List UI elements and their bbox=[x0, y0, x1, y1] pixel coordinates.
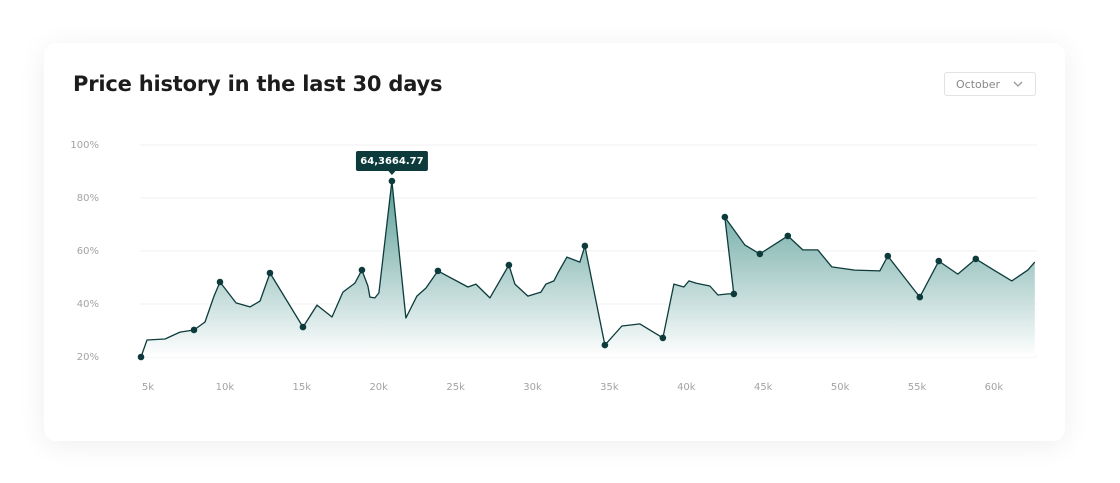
x-tick-label: 50k bbox=[831, 382, 850, 393]
data-point bbox=[190, 326, 198, 334]
data-point bbox=[137, 353, 145, 361]
tooltip-box bbox=[355, 151, 428, 172]
data-point bbox=[505, 261, 513, 269]
area-fill bbox=[141, 181, 1035, 357]
card: Price history in the last 30 days Octobe… bbox=[44, 43, 1065, 441]
tooltip-text: 64,3664.77 bbox=[360, 156, 423, 167]
x-tick-label: 40k bbox=[677, 382, 696, 393]
data-point bbox=[434, 267, 442, 275]
x-tick-label: 45k bbox=[754, 382, 773, 393]
data-point bbox=[972, 255, 980, 263]
x-tick-label: 20k bbox=[369, 382, 388, 393]
dropdown-label: October bbox=[956, 77, 1001, 91]
price-line bbox=[140, 180, 1036, 358]
y-tick-label: 100% bbox=[70, 140, 99, 151]
x-tick-label: 35k bbox=[600, 382, 619, 393]
data-point bbox=[601, 341, 609, 349]
data-point bbox=[581, 242, 589, 250]
data-point bbox=[266, 269, 274, 277]
data-point bbox=[299, 323, 307, 331]
y-tick-label: 60% bbox=[77, 246, 99, 257]
data-point bbox=[358, 266, 366, 274]
data-point bbox=[388, 177, 396, 185]
x-tick-label: 15k bbox=[293, 382, 312, 393]
data-point bbox=[730, 290, 738, 298]
y-tick-label: 40% bbox=[77, 299, 99, 310]
data-point bbox=[884, 252, 892, 260]
chevron-icon bbox=[1013, 81, 1023, 87]
y-tick-label: 80% bbox=[77, 193, 99, 204]
x-tick-label: 25k bbox=[446, 382, 465, 393]
data-point bbox=[756, 250, 764, 258]
x-tick-label: 5k bbox=[142, 382, 154, 393]
tooltip-pointer bbox=[387, 170, 396, 176]
x-tick-label: 30k bbox=[523, 382, 542, 393]
y-tick-label: 20% bbox=[77, 352, 99, 363]
data-point bbox=[216, 278, 224, 286]
data-point bbox=[784, 232, 792, 240]
x-tick-label: 60k bbox=[985, 382, 1004, 393]
x-tick-label: 55k bbox=[908, 382, 927, 393]
data-point bbox=[935, 257, 943, 265]
month-dropdown[interactable]: October bbox=[944, 72, 1036, 96]
x-tick-label: 10k bbox=[216, 382, 235, 393]
chart-title: Price history in the last 30 days bbox=[73, 72, 443, 96]
tooltip: 64,3664.77 bbox=[355, 151, 428, 176]
data-point bbox=[916, 293, 924, 301]
data-point bbox=[721, 213, 729, 221]
data-point bbox=[659, 334, 667, 342]
